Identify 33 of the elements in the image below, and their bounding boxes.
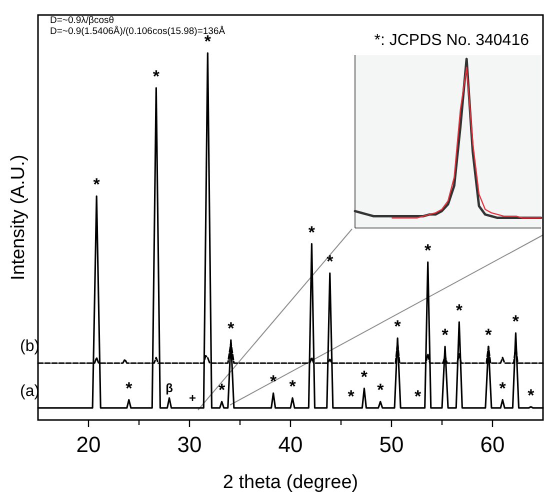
- y-axis-title: Intensity (A.U.): [8, 154, 29, 280]
- annotation: *: [308, 222, 316, 242]
- x-tick-label: 40: [278, 432, 303, 457]
- text: *: JCPDS No. 340416: [374, 32, 530, 49]
- x-tick-label: 50: [379, 432, 404, 457]
- annotation: β: [166, 380, 173, 395]
- x-tick-label: 20: [76, 432, 101, 457]
- annotation: *: [456, 301, 463, 320]
- annotation: *: [126, 378, 133, 398]
- annotation: *: [348, 386, 355, 406]
- annotation: *: [93, 175, 100, 194]
- x-tick-label: 60: [480, 432, 505, 457]
- annotation: *: [270, 372, 278, 392]
- annotation: *: [414, 386, 422, 406]
- text: D=~0.9(1.5406Å)/(0.106cos(15.98)=136Å: [50, 25, 226, 37]
- annotation: *: [442, 326, 449, 345]
- x-tick-label: 30: [177, 432, 202, 457]
- annotation: *: [424, 241, 432, 260]
- text: D=~0.9λ/βcosθ: [50, 15, 114, 26]
- annotation: *: [326, 252, 334, 272]
- annotation: *: [289, 376, 296, 396]
- annotation: *: [485, 326, 492, 345]
- annotation: *: [360, 367, 368, 386]
- annotation: *: [499, 378, 506, 398]
- x-axis-title: 2 theta (degree): [222, 472, 358, 493]
- annotation: *: [512, 312, 520, 332]
- annotation: *: [152, 66, 160, 86]
- annotation: *: [377, 380, 384, 400]
- annotation: *: [528, 386, 535, 405]
- annotation: *: [228, 318, 235, 338]
- annotation: *: [218, 380, 226, 400]
- annotation: +: [189, 390, 196, 405]
- annotation: *: [394, 317, 402, 336]
